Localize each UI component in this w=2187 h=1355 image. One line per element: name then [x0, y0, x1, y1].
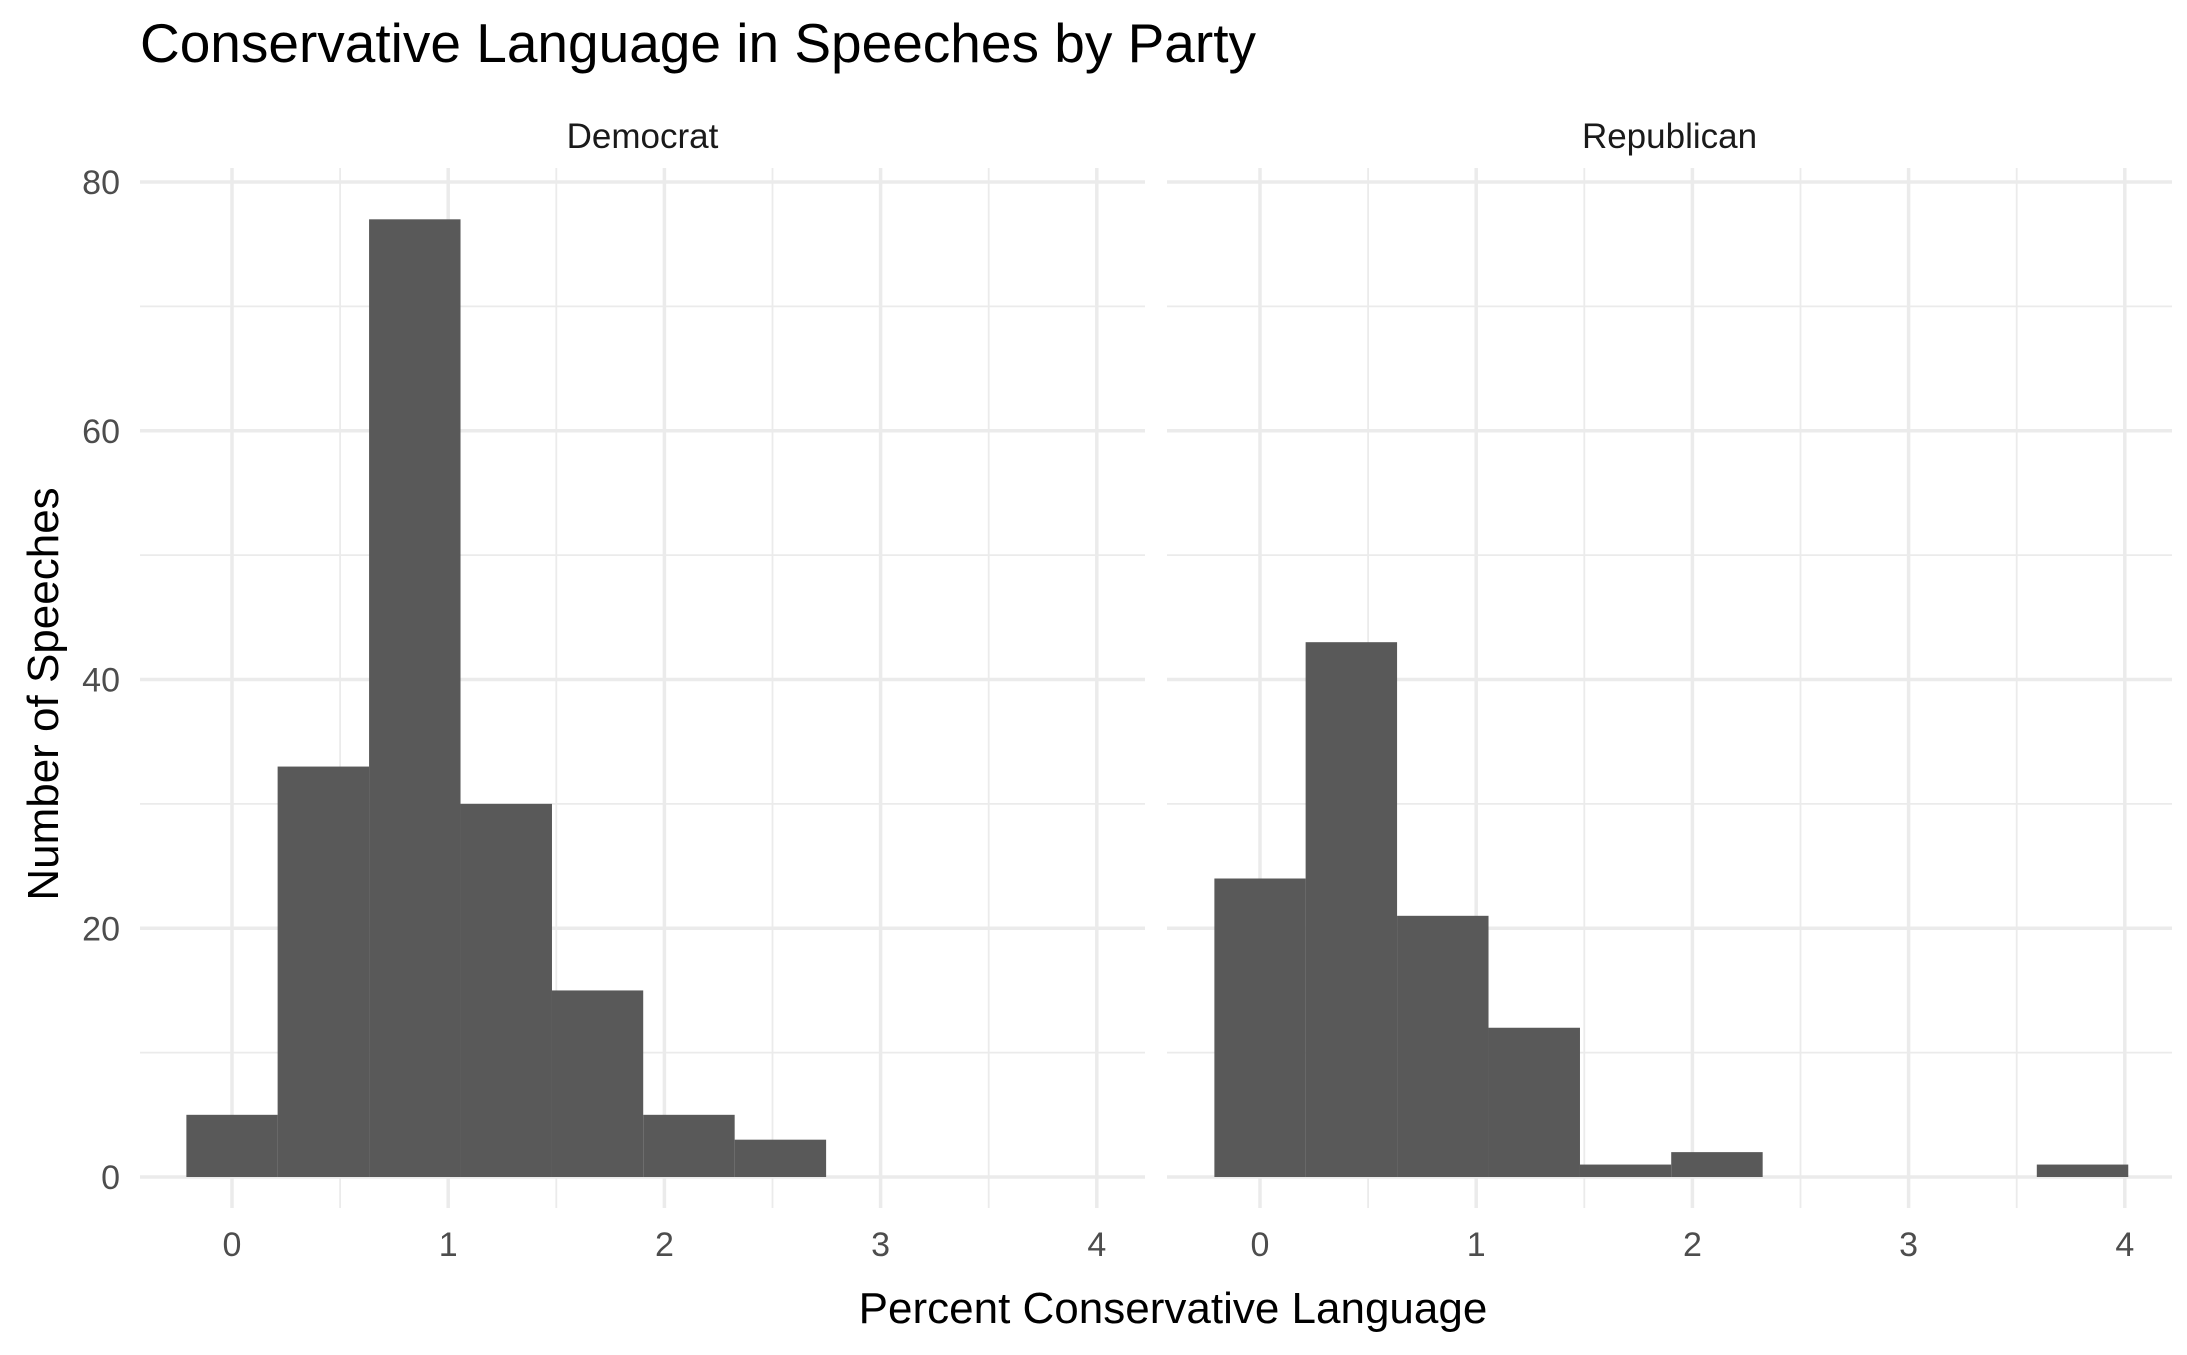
histogram-bar	[277, 766, 370, 1177]
x-tick-label: 1	[439, 1226, 458, 1264]
chart-title: Conservative Language in Speeches by Par…	[140, 12, 1256, 74]
histogram-bar	[643, 1114, 735, 1177]
x-tick-label: 4	[2115, 1226, 2134, 1264]
y-tick-label: 0	[101, 1159, 120, 1197]
x-tick-label: 2	[655, 1226, 674, 1264]
histogram-bar	[1305, 642, 1398, 1177]
histogram-bar	[551, 990, 644, 1177]
histogram-bar	[1214, 878, 1306, 1177]
histogram-bar	[1488, 1027, 1580, 1177]
y-axis-title: Number of Speeches	[19, 487, 68, 900]
facet-label: Republican	[1582, 117, 1757, 156]
histogram-bar	[1671, 1152, 1763, 1177]
histogram-bar	[460, 803, 552, 1177]
x-tick-label: 3	[1899, 1226, 1918, 1264]
y-tick-label: 40	[82, 662, 120, 700]
x-tick-label: 3	[871, 1226, 890, 1264]
x-tick-label: 1	[1467, 1226, 1486, 1264]
histogram-bar	[734, 1139, 827, 1177]
y-tick-label: 20	[82, 910, 120, 948]
x-tick-label: 0	[1251, 1226, 1270, 1264]
y-tick-label: 60	[82, 413, 120, 451]
histogram-bar	[1397, 915, 1489, 1177]
y-tick-label: 80	[82, 164, 120, 202]
x-tick-label: 4	[1087, 1226, 1106, 1264]
x-tick-label: 2	[1683, 1226, 1702, 1264]
histogram-bar	[186, 1114, 278, 1177]
histogram-bar	[369, 219, 461, 1177]
panel-republican: Republican 0 1 2 3 4	[1167, 117, 2172, 1264]
histogram-bar	[2036, 1164, 2129, 1177]
x-tick-label: 0	[223, 1226, 242, 1264]
histogram-bar	[1579, 1164, 1672, 1177]
x-axis-title: Percent Conservative Language	[859, 1284, 1488, 1333]
facet-label: Democrat	[567, 117, 719, 156]
